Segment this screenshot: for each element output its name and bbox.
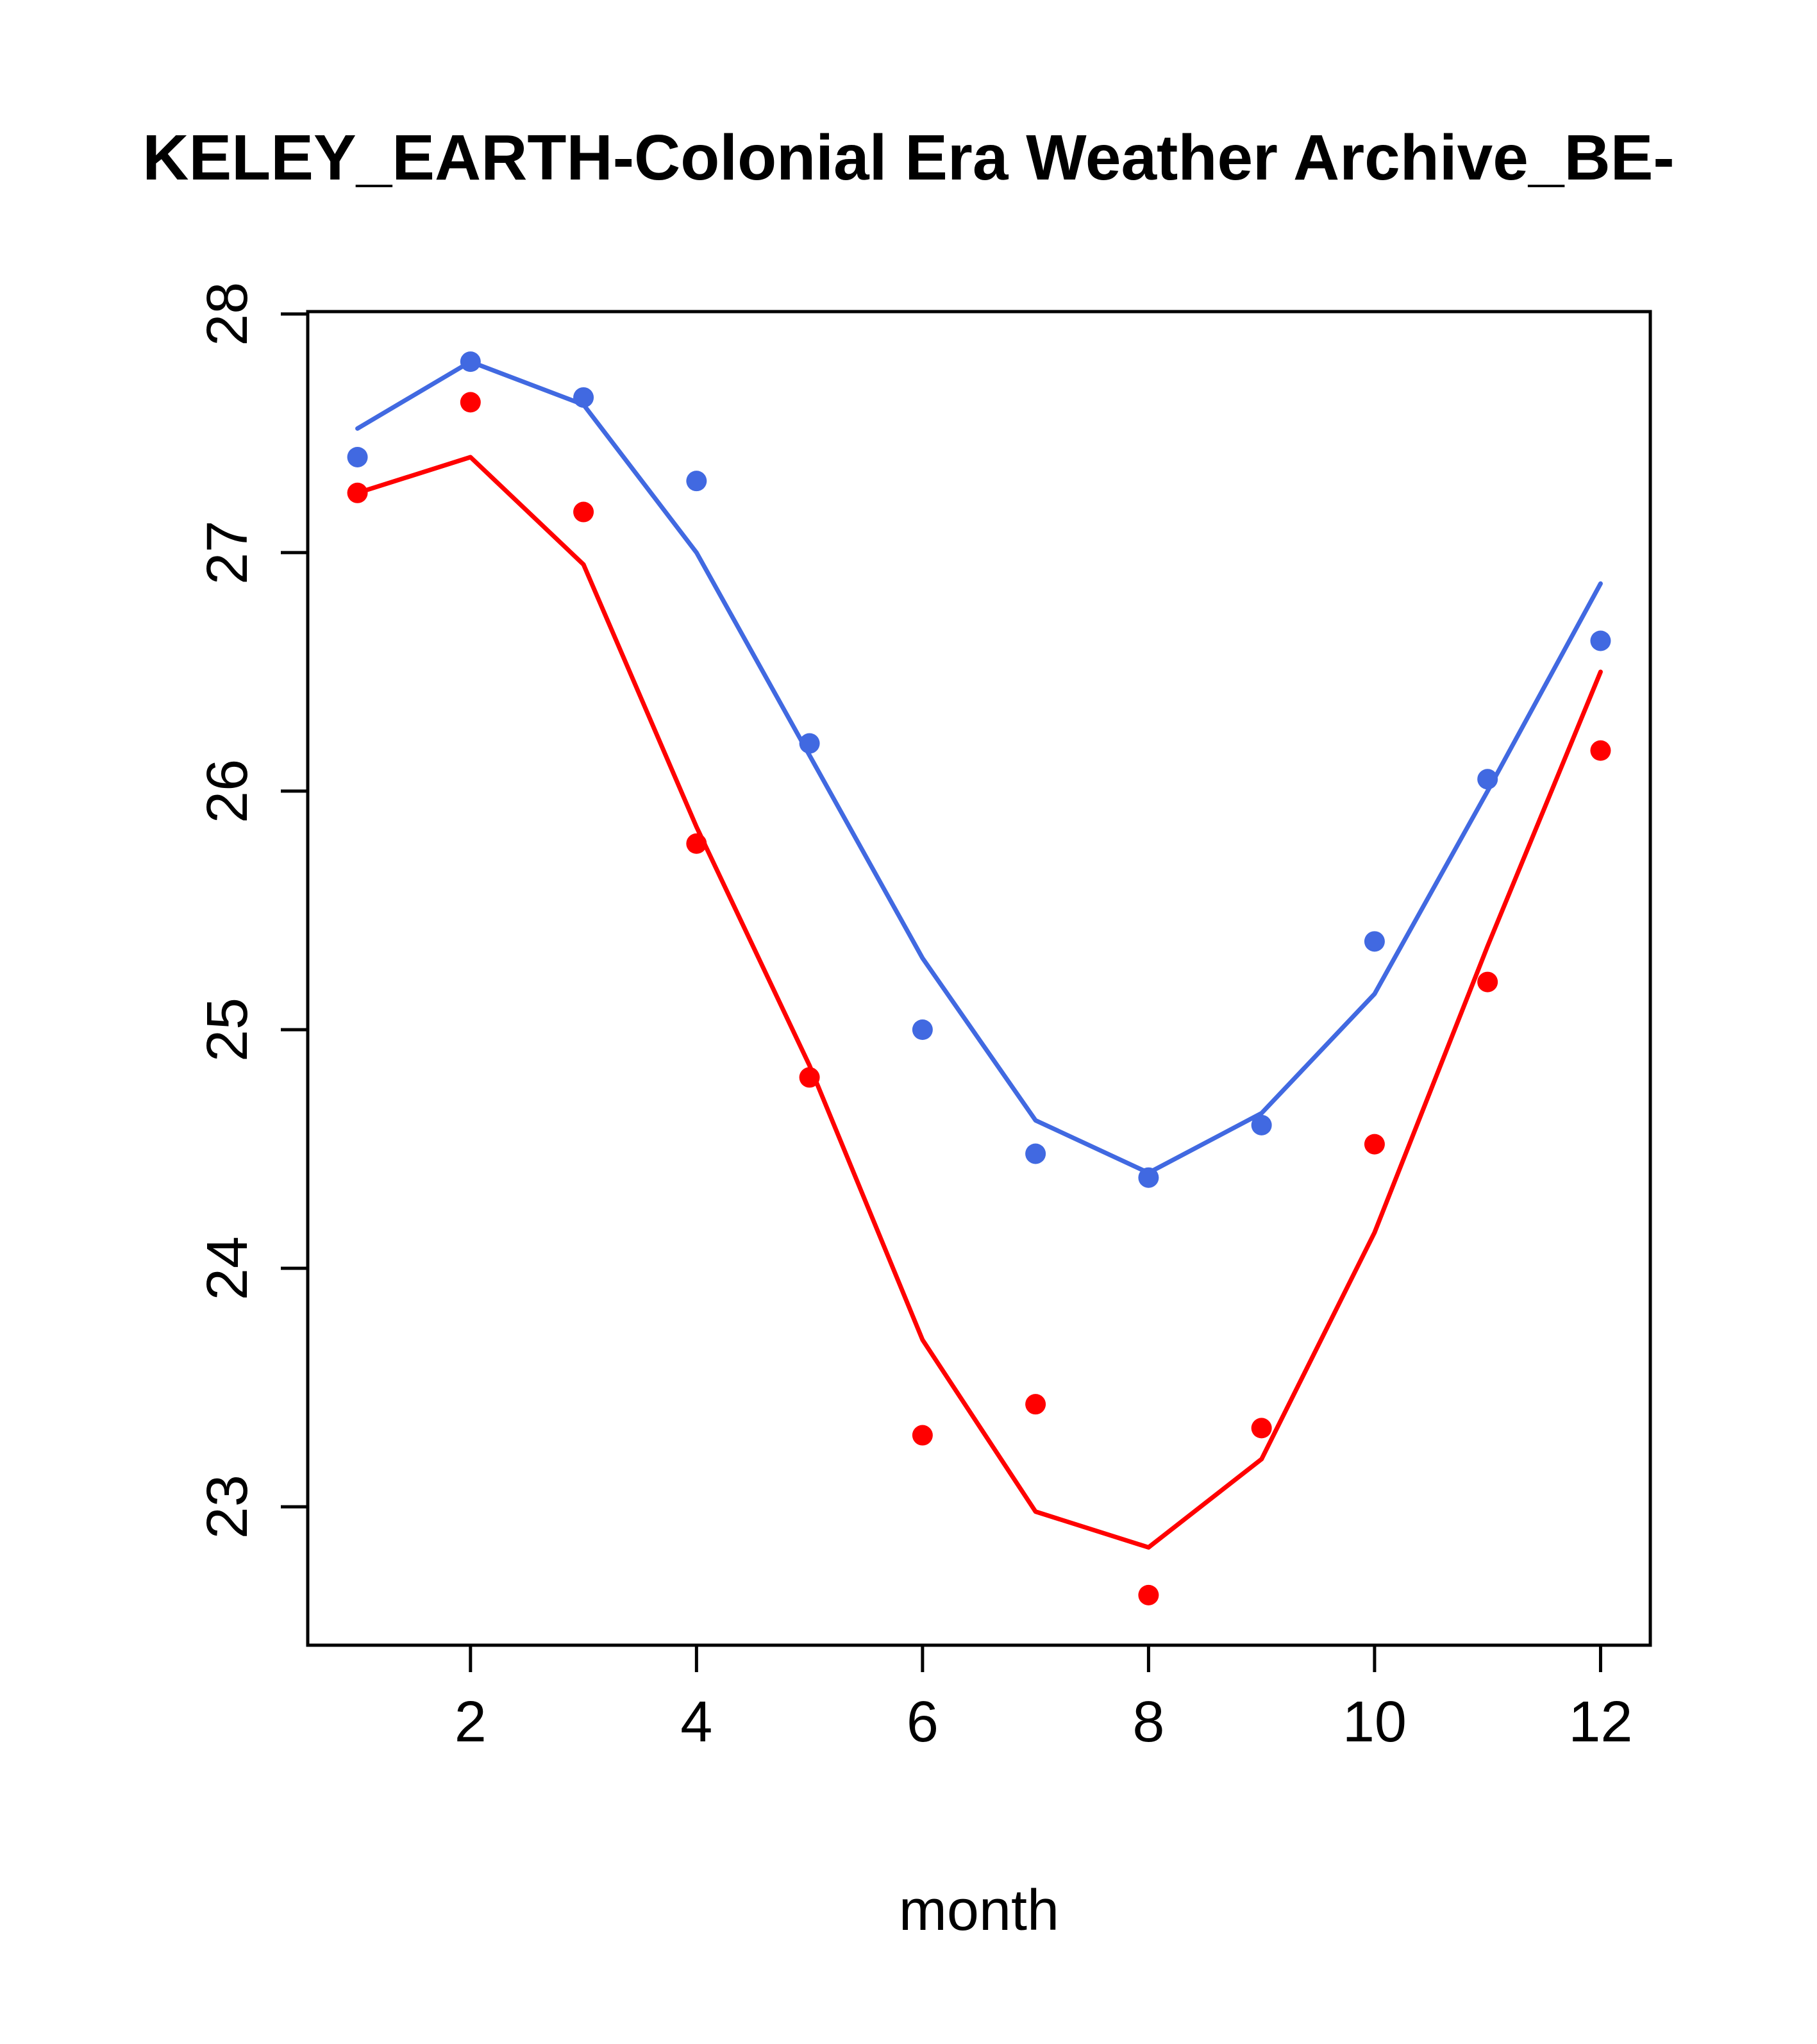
y-tick-label: 25 — [196, 998, 260, 1062]
blue-series-point — [347, 446, 368, 467]
red-series-point — [1364, 1134, 1385, 1155]
red-series-point — [1025, 1394, 1046, 1415]
x-tick-label: 2 — [455, 1690, 487, 1754]
blue-series-point — [912, 1019, 933, 1040]
blue-series-point — [799, 733, 820, 754]
x-tick-label: 8 — [1132, 1690, 1164, 1754]
blue-series-point — [1590, 630, 1611, 651]
y-tick-label: 24 — [196, 1236, 260, 1300]
red-series-point — [573, 501, 594, 523]
y-axis: 23 24 25 26 27 28 — [196, 282, 308, 1539]
red-series-point — [1251, 1418, 1272, 1439]
x-tick-label: 10 — [1343, 1690, 1407, 1754]
x-axis-label: month — [899, 1879, 1059, 1943]
y-tick-label: 27 — [196, 521, 260, 585]
blue-series-point — [686, 471, 707, 492]
blue-series-point — [573, 387, 594, 408]
blue-series-point — [1364, 931, 1385, 952]
y-tick-label: 23 — [196, 1475, 260, 1539]
y-tick-label: 28 — [196, 282, 260, 346]
blue-series — [347, 351, 1611, 1188]
red-series-line — [355, 455, 1603, 1550]
chart-title: KELEY_EARTH-Colonial Era Weather Archive… — [142, 122, 1674, 194]
blue-series-point — [1477, 769, 1498, 790]
blue-series-point — [1138, 1167, 1159, 1188]
x-axis: 2 4 6 8 10 12 — [455, 1645, 1632, 1754]
red-series — [347, 392, 1611, 1605]
blue-series-point — [460, 351, 481, 373]
blue-series-point — [1025, 1143, 1046, 1164]
red-series-point — [799, 1067, 820, 1088]
blue-series-point — [1251, 1114, 1272, 1135]
red-series-point — [686, 833, 707, 854]
blue-series-line — [355, 359, 1603, 1175]
red-series-point — [912, 1425, 933, 1446]
x-tick-label: 12 — [1568, 1690, 1632, 1754]
red-series-point — [1590, 740, 1611, 761]
x-tick-label: 6 — [907, 1690, 939, 1754]
x-tick-label: 4 — [680, 1690, 712, 1754]
red-series-point — [1477, 971, 1498, 993]
red-series-point — [1138, 1584, 1159, 1605]
red-series-point — [460, 392, 481, 413]
y-tick-label: 26 — [196, 759, 260, 823]
red-series-point — [347, 482, 368, 503]
plot-box — [306, 310, 1652, 1647]
